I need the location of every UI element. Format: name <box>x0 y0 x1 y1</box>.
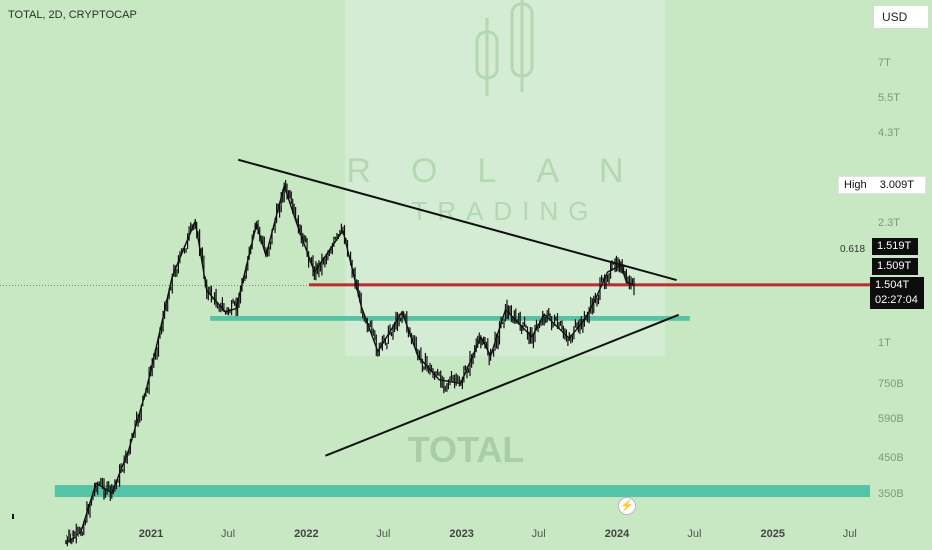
high-value: 3.009T <box>879 179 914 191</box>
price-series <box>65 180 635 547</box>
candlestick-logo-icon <box>475 0 534 96</box>
watermark-word1: ROLAN <box>346 152 663 190</box>
levels <box>0 283 870 287</box>
high-label-box: High 3.009T <box>838 176 926 194</box>
level-value-label: 1.509T <box>872 258 918 275</box>
trendline-lower[interactable] <box>325 313 680 457</box>
x-tick-label: Jul <box>687 528 702 540</box>
fib-level-label: 0.618 <box>840 244 866 255</box>
y-tick-label: 350B <box>878 488 904 500</box>
corner-marker <box>12 514 14 519</box>
support-zone-lower <box>54 485 871 498</box>
x-tick-label: 2023 <box>449 528 474 540</box>
price-line <box>65 183 635 544</box>
fib-value-label: 1.519T <box>872 238 918 255</box>
watermark-ticker: TOTAL <box>408 429 525 470</box>
countdown-timer: 02:27:04 <box>875 294 918 306</box>
x-tick-label: Jul <box>376 528 391 540</box>
high-label: High <box>844 179 867 191</box>
watermark: ROLAN TRADING <box>345 0 665 356</box>
x-tick-label: Jul <box>842 528 857 540</box>
x-tick-label: 2022 <box>294 528 319 540</box>
x-tick-label: 2021 <box>138 528 164 540</box>
x-tick-label: Jul <box>220 528 236 540</box>
y-tick-label: 590B <box>878 412 904 425</box>
x-tick-label: Jul <box>531 528 546 540</box>
trendlines[interactable] <box>237 158 680 457</box>
symbol-title: TOTAL, 2D, CRYPTOCAP <box>8 9 137 21</box>
y-tick-label: 450B <box>878 451 904 464</box>
y-tick-label: 750B <box>878 378 904 391</box>
x-tick-label: Jul <box>65 528 80 540</box>
watermark-panel <box>345 0 665 356</box>
resistance-line <box>309 283 870 287</box>
zones <box>54 315 871 498</box>
last-price-value: 1.504T <box>875 279 910 291</box>
y-tick-label: 4.3T <box>878 127 901 140</box>
flash-icon[interactable]: ⚡ <box>618 497 636 515</box>
last-price-label: 1.504T 02:27:04 <box>870 277 924 309</box>
y-tick-label: 2.3T <box>878 217 901 230</box>
x-tick-label: 2025 <box>760 528 785 540</box>
support-zone-upper <box>210 315 690 321</box>
y-tick-label: 7T <box>878 57 891 70</box>
watermark-word2: TRADING <box>412 196 599 226</box>
y-tick-label: 5.5T <box>878 91 901 104</box>
trendline-upper[interactable] <box>237 158 677 282</box>
currency-button[interactable]: USD <box>873 5 929 29</box>
y-tick-label: 1T <box>878 337 891 349</box>
x-tick-label: 2024 <box>604 528 630 540</box>
